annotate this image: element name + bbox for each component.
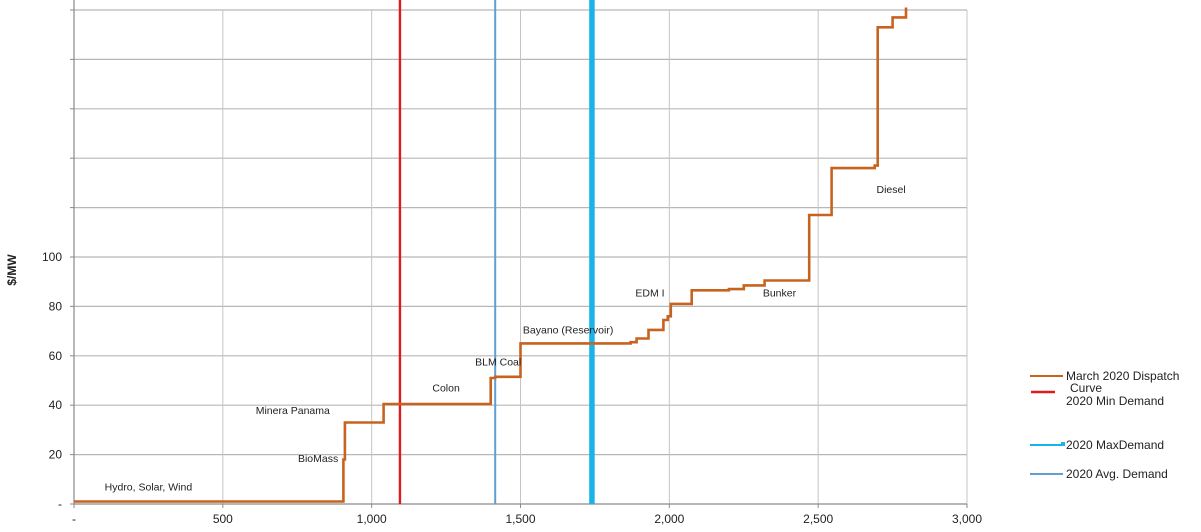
annotation-label: Hydro, Solar, Wind — [105, 481, 193, 493]
legend-label: Curve — [1070, 381, 1102, 395]
y-axis-label: $/MW — [5, 254, 19, 286]
y-axis-ticks: - 20 40 60 80 100 — [42, 9, 74, 511]
y-tick-label: 60 — [49, 349, 63, 363]
x-axis-ticks: - 500 1,000 1,500 2,000 2,500 3,000 — [72, 504, 982, 526]
y-tick-label: - — [58, 497, 62, 511]
annotation-label: BioMass — [298, 453, 338, 465]
annotation-label: Minera Panama — [256, 405, 330, 417]
x-tick-label: 3,000 — [952, 512, 982, 526]
annotation-label: Bunker — [763, 288, 797, 300]
x-tick-label: 2,500 — [803, 512, 833, 526]
legend-label: 2020 Avg. Demand — [1066, 467, 1168, 481]
y-tick-label: 100 — [42, 250, 62, 264]
x-tick-label: 500 — [213, 512, 233, 526]
dispatch-curve-line — [74, 7, 908, 503]
legend-label: 2020 MaxDemand — [1066, 438, 1164, 452]
y-tick-label: 80 — [49, 299, 63, 313]
annotation-label: BLM Coal — [475, 357, 521, 369]
legend-label: 2020 Min Demand — [1066, 394, 1164, 408]
x-tick-label: - — [72, 512, 76, 526]
x-tick-label: 1,000 — [357, 512, 387, 526]
legend-label: March 2020 Dispatch — [1066, 369, 1179, 383]
x-tick-label: 2,000 — [654, 512, 684, 526]
series-layer — [74, 0, 908, 504]
annotation-label: Diesel — [877, 184, 906, 196]
annotation-label: Colon — [432, 383, 460, 395]
y-tick-label: 40 — [49, 398, 63, 412]
annotation-label: Bayano (Reservoir) — [523, 325, 613, 337]
annotation-label: EDM I — [635, 288, 664, 300]
annotations: Hydro, Solar, Wind BioMass Minera Panama Co… — [105, 184, 906, 494]
x-tick-label: 1,500 — [505, 512, 535, 526]
grid-lines — [74, 9, 968, 504]
legend-marker — [1061, 442, 1065, 446]
y-tick-label: 20 — [49, 448, 63, 462]
